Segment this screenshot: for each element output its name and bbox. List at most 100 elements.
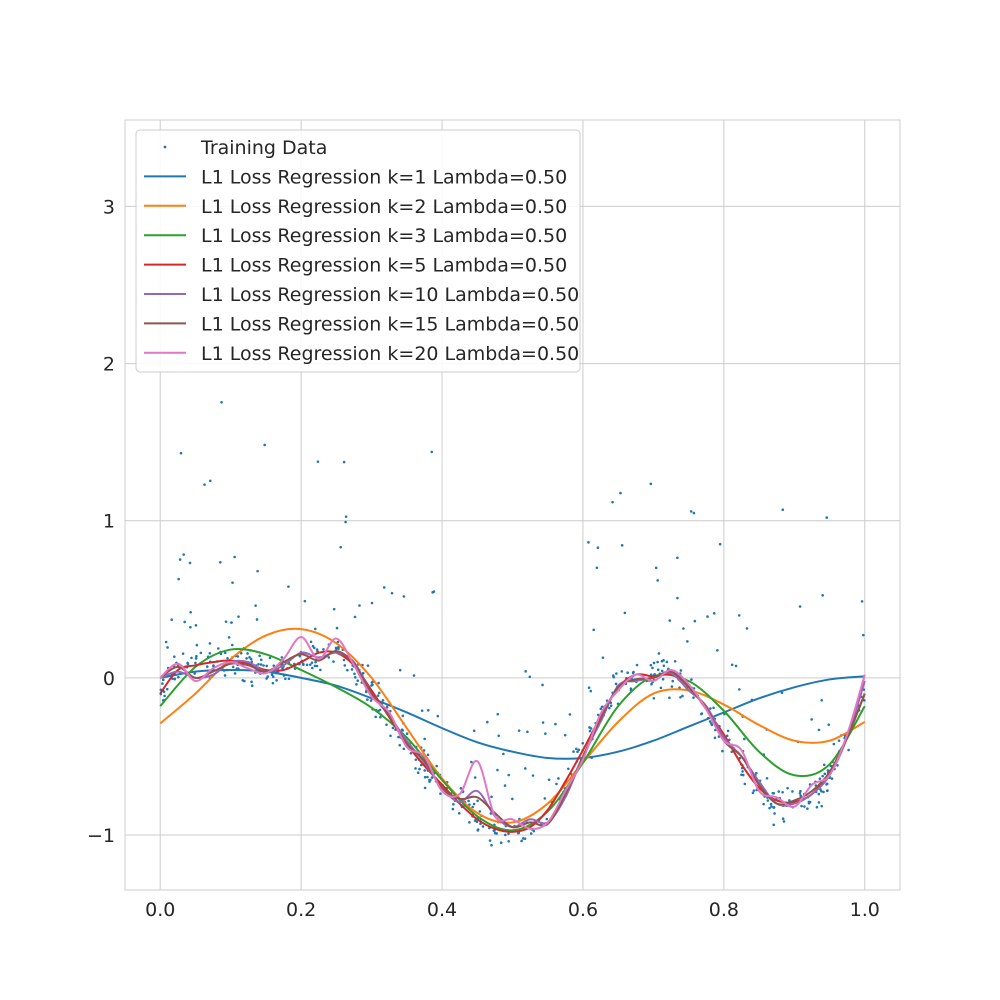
training-data-point bbox=[520, 839, 523, 843]
training-data-point bbox=[476, 799, 479, 803]
training-data-point bbox=[219, 560, 222, 564]
training-data-point bbox=[231, 581, 234, 584]
training-data-point bbox=[596, 546, 600, 550]
training-data-point bbox=[249, 657, 253, 661]
regression-lines bbox=[159, 627, 866, 833]
training-data-point bbox=[161, 682, 164, 685]
training-data-point bbox=[716, 649, 719, 652]
training-data-point bbox=[346, 668, 349, 672]
y-tick-labels: −1 0 1 2 3 bbox=[87, 196, 115, 847]
training-data-point bbox=[810, 718, 813, 721]
training-data-point bbox=[412, 674, 416, 677]
training-data-point bbox=[673, 659, 677, 663]
training-data-point bbox=[423, 737, 426, 741]
training-data-point bbox=[662, 664, 666, 668]
training-data-point bbox=[309, 640, 313, 644]
training-data-point bbox=[740, 773, 743, 777]
training-data-point bbox=[361, 671, 365, 675]
training-data-point bbox=[660, 669, 664, 673]
training-data-point bbox=[305, 663, 309, 667]
training-data-point bbox=[472, 729, 476, 733]
training-data-point bbox=[414, 758, 418, 761]
training-data-point bbox=[353, 672, 356, 676]
training-data-point bbox=[682, 627, 685, 630]
training-data-point bbox=[316, 460, 320, 463]
training-data-point bbox=[860, 600, 864, 603]
training-data-point bbox=[237, 615, 240, 618]
training-data-point bbox=[654, 566, 658, 570]
training-data-point bbox=[452, 803, 455, 806]
training-data-point bbox=[799, 789, 802, 793]
training-data-point bbox=[402, 747, 406, 751]
legend-label-4: L1 Loss Regression k=10 Lambda=0.50 bbox=[201, 284, 579, 306]
legend-label-2: L1 Loss Regression k=3 Lambda=0.50 bbox=[201, 225, 567, 247]
training-data-point bbox=[820, 804, 824, 808]
training-data-point bbox=[208, 651, 212, 655]
training-data-point bbox=[332, 660, 335, 663]
training-data-point bbox=[581, 741, 585, 745]
training-data-point bbox=[503, 833, 507, 837]
training-data-point bbox=[374, 715, 377, 719]
training-data-point bbox=[762, 802, 765, 806]
training-data-point bbox=[332, 607, 336, 611]
training-data-point bbox=[230, 621, 233, 624]
training-data-point bbox=[837, 739, 841, 742]
training-data-point bbox=[671, 679, 675, 683]
training-data-point bbox=[241, 679, 245, 682]
training-data-point bbox=[275, 679, 278, 682]
training-data-point bbox=[532, 829, 536, 833]
training-data-point bbox=[186, 661, 189, 665]
x-tick-label: 1.0 bbox=[850, 899, 880, 921]
legend-label-0: L1 Loss Regression k=1 Lambda=0.50 bbox=[201, 166, 567, 188]
training-data-point bbox=[572, 750, 575, 753]
training-data-point bbox=[258, 654, 261, 658]
training-data-point bbox=[475, 820, 479, 824]
y-tick-label: 1 bbox=[103, 511, 115, 533]
training-data-point bbox=[255, 618, 259, 621]
training-data-point bbox=[476, 829, 480, 832]
y-tick-label: 0 bbox=[103, 668, 115, 690]
series-line-3 bbox=[159, 650, 866, 833]
training-data-point bbox=[676, 556, 679, 560]
training-data-point bbox=[815, 805, 819, 809]
training-data-point bbox=[335, 646, 338, 650]
training-data-point bbox=[315, 648, 319, 651]
training-data-point bbox=[712, 706, 715, 710]
training-data-point bbox=[620, 544, 624, 547]
training-data-point bbox=[376, 694, 380, 697]
training-data-point bbox=[601, 656, 605, 659]
legend-label-5: L1 Loss Regression k=15 Lambda=0.50 bbox=[201, 313, 579, 335]
training-data-point bbox=[377, 681, 380, 685]
training-data-point bbox=[212, 664, 215, 667]
training-data-point bbox=[507, 773, 511, 777]
training-data-point bbox=[259, 663, 263, 666]
training-data-point bbox=[418, 767, 421, 771]
training-data-point bbox=[166, 646, 169, 649]
training-data-point bbox=[472, 802, 476, 806]
training-data-point bbox=[430, 450, 434, 454]
training-data-point bbox=[246, 652, 249, 655]
training-data-point bbox=[679, 669, 683, 672]
training-data-point bbox=[737, 614, 741, 617]
training-data-point bbox=[189, 610, 192, 614]
training-data-point bbox=[239, 651, 243, 655]
training-data-point bbox=[574, 747, 578, 751]
training-data-point bbox=[170, 618, 174, 622]
x-tick-label: 0.6 bbox=[568, 899, 598, 921]
training-data-point bbox=[358, 604, 361, 607]
training-data-point bbox=[821, 774, 824, 778]
training-data-point bbox=[503, 784, 507, 787]
training-data-point bbox=[827, 723, 831, 726]
training-data-point bbox=[820, 698, 824, 702]
training-data-point bbox=[262, 664, 265, 667]
training-data-point bbox=[216, 647, 220, 650]
training-data-point bbox=[649, 482, 653, 486]
axes-frame bbox=[124, 119, 901, 891]
training-data-point bbox=[271, 675, 275, 679]
training-data-point bbox=[379, 715, 382, 719]
training-data-point bbox=[822, 790, 825, 794]
training-data-point bbox=[350, 668, 354, 671]
training-data-point bbox=[194, 661, 197, 665]
training-data-point bbox=[426, 753, 430, 757]
training-data-point bbox=[668, 619, 672, 622]
